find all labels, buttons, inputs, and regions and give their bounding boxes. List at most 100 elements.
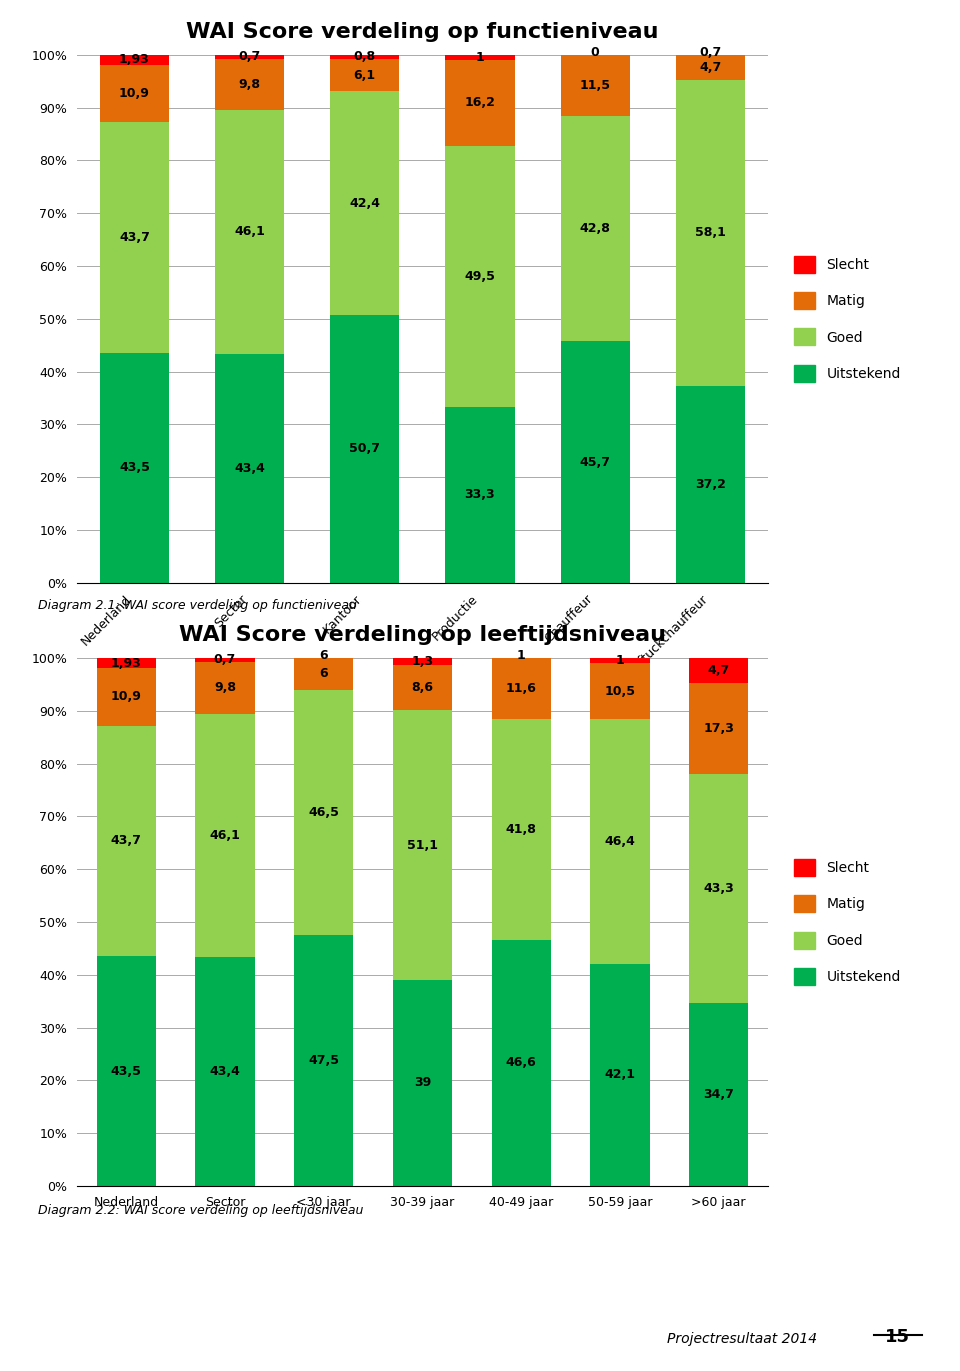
Bar [393,710,452,980]
Text: 0: 0 [590,45,600,59]
Text: 11,5: 11,5 [580,78,611,92]
Text: 8,6: 8,6 [412,681,433,694]
Text: 33,3: 33,3 [465,488,495,502]
Text: 10,5: 10,5 [605,684,636,698]
Bar [393,665,452,710]
Bar [561,341,630,583]
Text: 47,5: 47,5 [308,1054,339,1067]
Bar [330,315,399,583]
Bar [590,718,650,964]
Bar [492,941,551,1186]
Text: 1: 1 [615,654,624,668]
Legend: Slecht, Matig, Goed, Uitstekend: Slecht, Matig, Goed, Uitstekend [789,853,906,991]
Text: 6: 6 [320,648,328,662]
Text: 46,6: 46,6 [506,1057,537,1069]
Text: 10,9: 10,9 [110,691,142,703]
Bar [676,55,745,80]
Bar [445,55,515,60]
Bar [590,658,650,664]
Bar [689,658,748,683]
Text: 6: 6 [320,668,328,680]
Bar [97,957,156,1186]
Bar [445,60,515,145]
Bar [215,55,284,59]
Bar [393,980,452,1186]
Text: 0,7: 0,7 [699,45,722,59]
Text: 51,1: 51,1 [407,839,438,851]
Bar [215,110,284,354]
Bar [330,59,399,92]
Text: 45,7: 45,7 [580,455,611,469]
Text: 6,1: 6,1 [353,69,376,82]
Bar [215,59,284,110]
Title: WAI Score verdeling op functieniveau: WAI Score verdeling op functieniveau [186,22,659,43]
Legend: Slecht, Matig, Goed, Uitstekend: Slecht, Matig, Goed, Uitstekend [789,250,906,388]
Bar [97,725,156,957]
Bar [689,1002,748,1186]
Text: 42,1: 42,1 [605,1068,636,1082]
Bar [294,658,353,690]
Bar [561,55,630,115]
Bar [689,775,748,1002]
Text: 43,5: 43,5 [119,462,150,474]
Text: 10,9: 10,9 [119,88,150,100]
Text: 9,8: 9,8 [239,78,260,90]
Text: 39: 39 [414,1076,431,1090]
Text: 43,5: 43,5 [110,1065,142,1078]
Bar [492,658,551,720]
Text: Projectresultaat 2014: Projectresultaat 2014 [667,1333,817,1346]
Text: 0,8: 0,8 [353,51,376,63]
Bar [676,387,745,583]
Text: 1: 1 [475,51,485,64]
Text: 17,3: 17,3 [703,723,734,735]
Text: 43,3: 43,3 [704,882,734,895]
Text: 49,5: 49,5 [465,270,495,282]
Text: 0,7: 0,7 [238,51,261,63]
Text: 37,2: 37,2 [695,478,726,491]
Text: 34,7: 34,7 [703,1087,734,1101]
Text: 46,5: 46,5 [308,806,339,818]
Text: 43,7: 43,7 [119,232,150,244]
Bar [195,658,254,662]
Bar [100,122,169,354]
Bar [590,964,650,1186]
Text: 1,93: 1,93 [119,53,150,66]
Bar [676,80,745,387]
Bar [393,658,452,665]
Text: 46,1: 46,1 [209,828,240,842]
Text: 1: 1 [516,648,525,662]
Title: WAI Score verdeling op leeftijdsniveau: WAI Score verdeling op leeftijdsniveau [179,625,666,646]
Text: 43,4: 43,4 [234,462,265,474]
Text: 1,3: 1,3 [411,655,434,668]
Text: 9,8: 9,8 [214,681,236,694]
Text: Diagram 2.2: WAI score verdeling op leeftijdsniveau: Diagram 2.2: WAI score verdeling op leef… [38,1204,364,1216]
Bar [195,957,254,1186]
Bar [689,683,748,775]
Text: Diagram 2.1: WAI score verdeling op functieniveau: Diagram 2.1: WAI score verdeling op func… [38,599,357,611]
Text: 11,6: 11,6 [506,683,537,695]
Bar [100,354,169,583]
Bar [195,713,254,957]
Bar [294,690,353,935]
Bar [195,662,254,713]
Text: 41,8: 41,8 [506,823,537,836]
Bar [100,55,169,64]
Text: 16,2: 16,2 [465,96,495,110]
Bar [215,354,284,583]
Bar [330,92,399,315]
Bar [294,935,353,1186]
Text: 42,4: 42,4 [349,196,380,210]
Bar [590,664,650,718]
Bar [445,407,515,583]
Text: 1,93: 1,93 [110,657,141,669]
Bar [100,64,169,122]
Text: 42,8: 42,8 [580,222,611,234]
Text: 58,1: 58,1 [695,226,726,240]
Bar [97,668,156,725]
Bar [492,720,551,941]
Text: 0,7: 0,7 [214,654,236,666]
Bar [330,55,399,59]
Text: 4,7: 4,7 [699,60,722,74]
Bar [97,658,156,668]
Text: 4,7: 4,7 [708,664,730,677]
